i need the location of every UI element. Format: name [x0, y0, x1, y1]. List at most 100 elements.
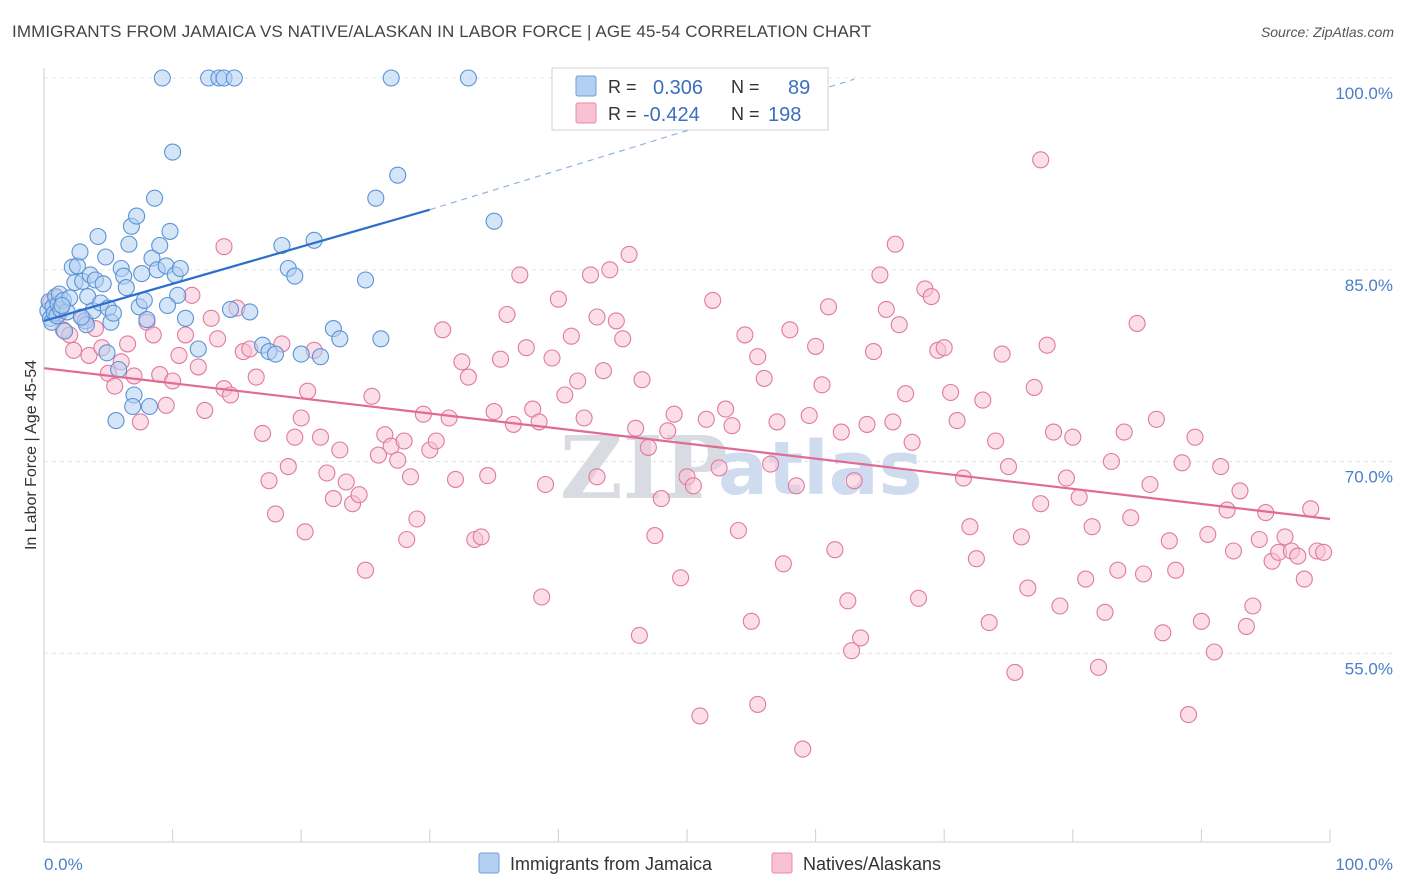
point-natives [890, 316, 908, 334]
point-jamaica [266, 345, 285, 363]
point-jamaica [146, 189, 164, 207]
point-jamaica [485, 212, 503, 230]
point-natives [1186, 428, 1204, 446]
y-tick-label: 85.0% [1345, 276, 1393, 295]
point-jamaica [389, 166, 407, 184]
point-natives [723, 417, 741, 435]
trend-line-jamaica [43, 208, 431, 322]
point-natives [1070, 488, 1088, 506]
point-jamaica [331, 330, 349, 348]
point-natives [1141, 475, 1159, 494]
point-jamaica [161, 222, 179, 240]
point-jamaica [169, 286, 187, 304]
point-natives [517, 339, 535, 357]
point-natives [980, 614, 998, 632]
point-jamaica [71, 243, 89, 261]
point-natives [1032, 495, 1050, 513]
point-natives [974, 391, 992, 409]
point-natives [1089, 658, 1108, 676]
point-natives [954, 469, 973, 487]
point-natives [279, 458, 297, 476]
point-natives [1044, 423, 1063, 441]
point-natives [176, 326, 195, 344]
watermark-atlas: atlas [718, 426, 923, 512]
point-natives [331, 441, 349, 459]
trend-lines [43, 78, 1331, 521]
point-natives [736, 326, 754, 344]
point-natives [884, 413, 902, 431]
point-natives [324, 490, 342, 508]
point-natives [1205, 643, 1223, 661]
point-natives [704, 291, 722, 309]
point-natives [807, 337, 825, 355]
point-natives [633, 371, 651, 389]
point-natives [286, 428, 304, 446]
point-natives [543, 349, 561, 367]
point-natives [446, 470, 465, 488]
point-natives [787, 477, 805, 495]
stats-legend: R = 0.306 N = 89 R = -0.424 N = 198 [551, 67, 829, 131]
point-natives [697, 410, 715, 428]
point-natives [742, 612, 760, 630]
legend-swatch-jamaica [575, 75, 597, 97]
point-jamaica [311, 348, 330, 366]
point-natives [369, 446, 387, 464]
point-natives [80, 346, 98, 364]
point-natives [774, 555, 792, 573]
point-natives [646, 527, 664, 545]
point-natives [967, 550, 985, 568]
point-natives [131, 413, 149, 431]
point-jamaica [273, 236, 291, 255]
point-natives [389, 451, 407, 469]
point-natives [832, 423, 850, 441]
point-natives [1096, 603, 1114, 621]
point-natives [639, 438, 657, 456]
point-natives [398, 530, 416, 549]
point-natives [1032, 151, 1050, 169]
point-natives [247, 368, 265, 386]
y-tick-label: 100.0% [1335, 84, 1393, 103]
point-natives [260, 472, 278, 490]
point-natives [659, 422, 677, 440]
point-natives [311, 428, 330, 446]
point-natives [581, 266, 600, 284]
point-jamaica [97, 248, 115, 266]
point-natives [1019, 579, 1037, 597]
point-jamaica [135, 291, 153, 309]
legend-bottom-label-jamaica: Immigrants from Jamaica [510, 854, 713, 874]
point-natives [839, 592, 857, 610]
point-natives [781, 321, 799, 339]
point-natives [999, 458, 1018, 476]
point-natives [710, 459, 728, 477]
point-jamaica [153, 69, 171, 87]
legend-r-label-1: R = [608, 77, 637, 97]
point-natives [749, 348, 767, 366]
point-jamaica [110, 360, 128, 379]
point-natives [1064, 428, 1082, 446]
watermark-zip: ZIP [560, 418, 728, 519]
point-natives [1083, 518, 1101, 536]
point-jamaica [171, 259, 189, 278]
point-natives [620, 245, 638, 263]
point-natives [337, 473, 355, 491]
point-natives [1224, 542, 1243, 560]
point-natives [1244, 597, 1262, 615]
point-natives [401, 468, 420, 486]
y-axis-title: In Labor Force | Age 45-54 [23, 360, 40, 550]
point-natives [903, 433, 921, 451]
point-natives [472, 528, 490, 546]
point-natives [292, 409, 310, 427]
point-jamaica [89, 227, 107, 246]
stats-legend-box [551, 67, 829, 131]
point-natives [630, 626, 648, 644]
legend-bottom-swatch-natives [771, 852, 793, 874]
point-natives [897, 385, 915, 403]
point-natives [601, 261, 619, 279]
point-natives [768, 413, 786, 431]
point-natives [1038, 336, 1056, 354]
point-natives [717, 400, 735, 418]
point-natives [356, 561, 375, 579]
point-natives [749, 695, 767, 713]
point-natives [440, 409, 458, 427]
point-natives [1006, 663, 1024, 681]
